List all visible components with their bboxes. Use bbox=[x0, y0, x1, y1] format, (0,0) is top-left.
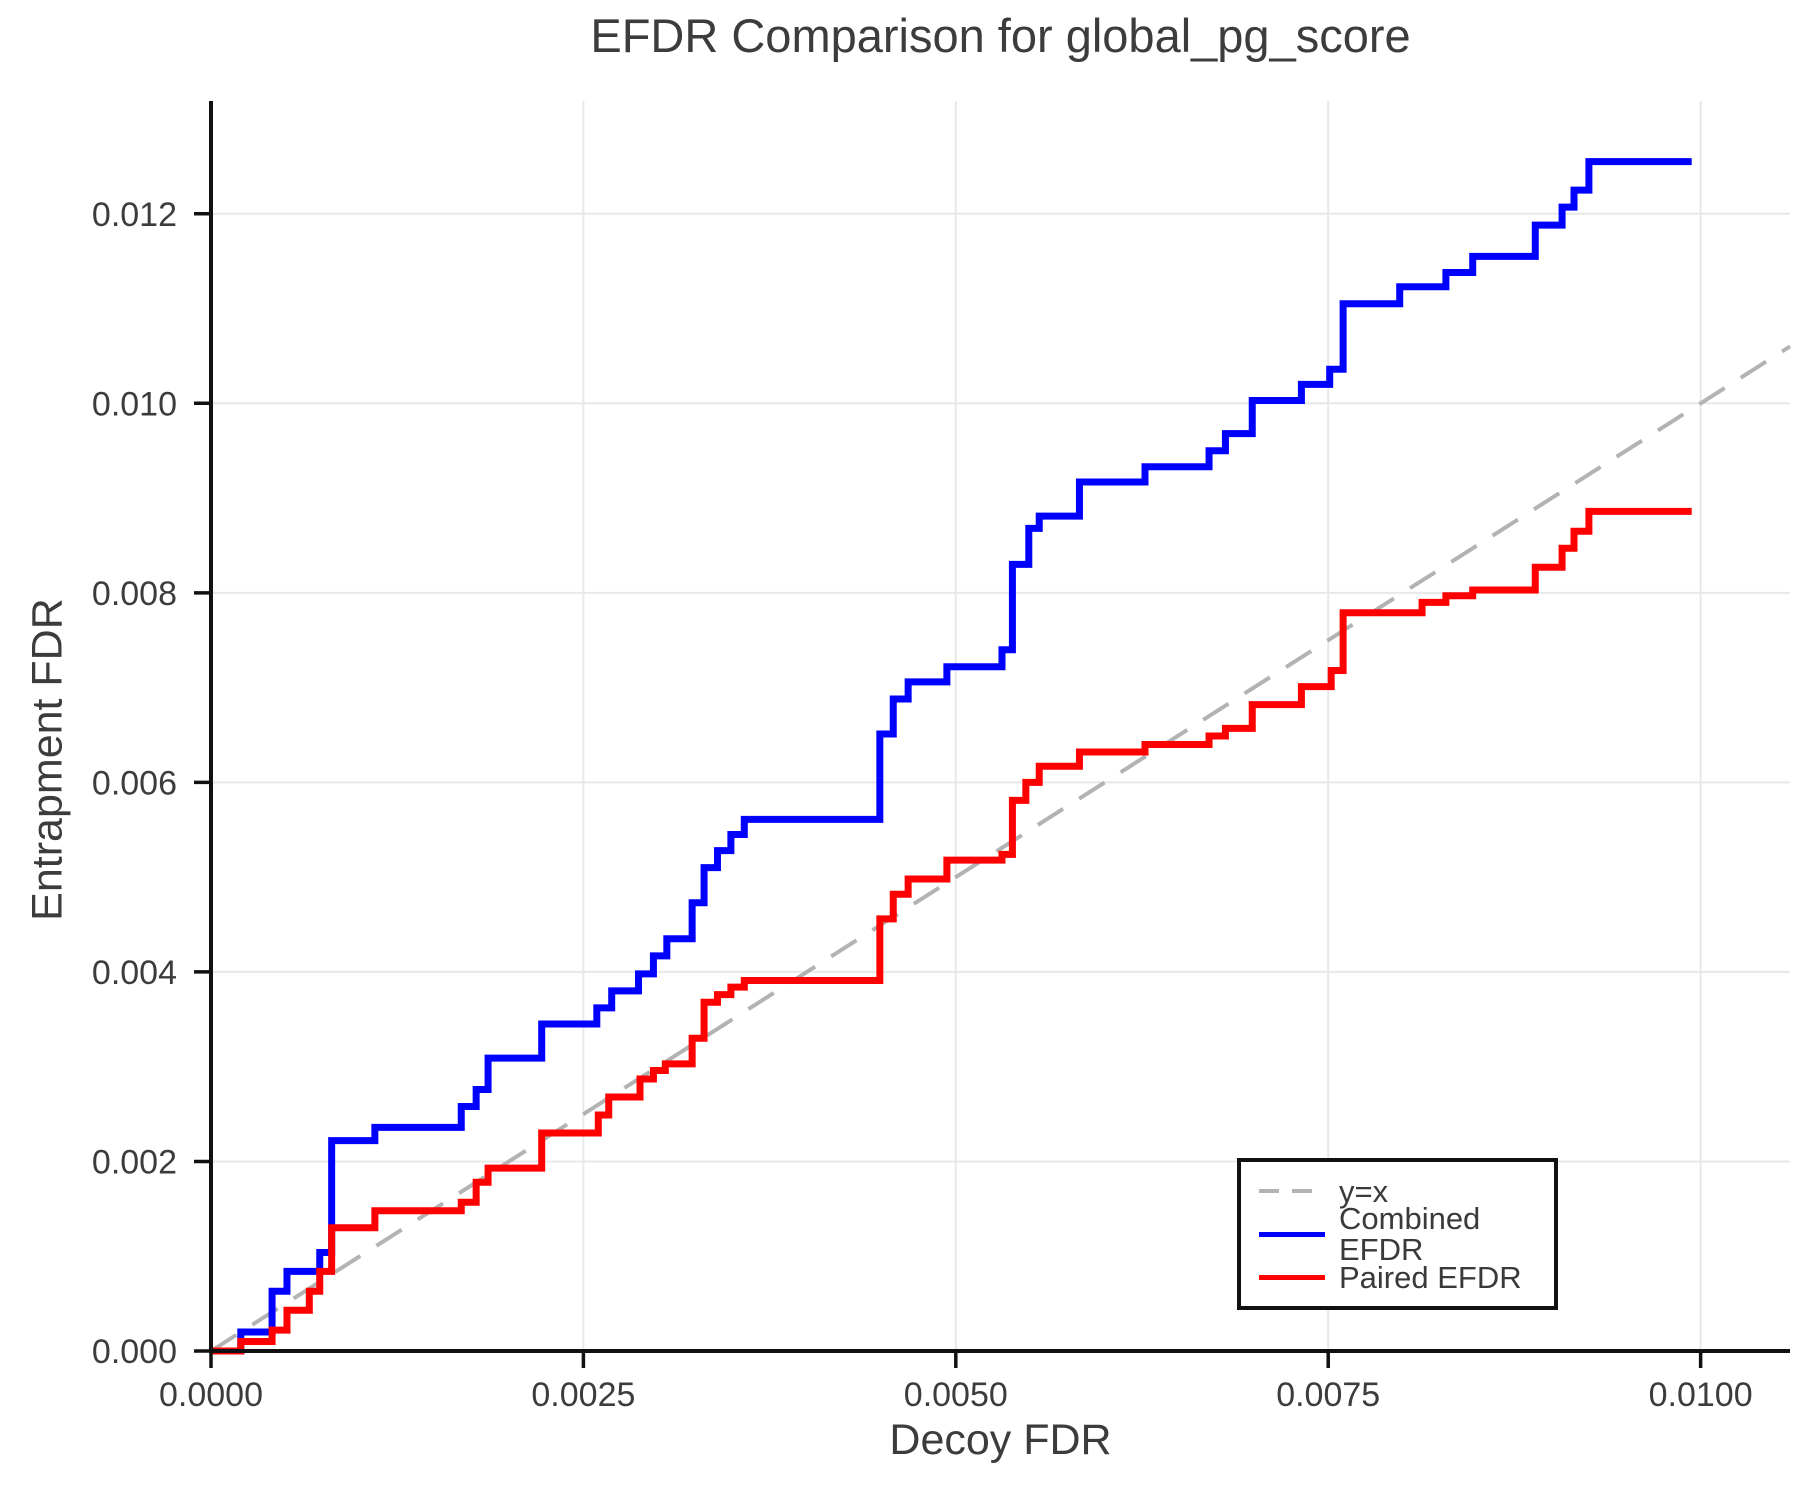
legend-dashed-line-swatch bbox=[1259, 1189, 1325, 1193]
y-tick-label: 0.012 bbox=[92, 196, 177, 234]
y-tick-label: 0.004 bbox=[92, 954, 177, 992]
legend-entry-paired: Paired EFDR bbox=[1259, 1259, 1554, 1295]
legend-red-line-swatch bbox=[1259, 1274, 1325, 1280]
legend-entry-combined: Combined EFDR bbox=[1259, 1203, 1554, 1265]
legend: y=x Combined EFDR Paired EFDR bbox=[1237, 1158, 1558, 1310]
x-tick-label: 0.0075 bbox=[1276, 1376, 1380, 1414]
chart-title: EFDR Comparison for global_pg_score bbox=[590, 9, 1411, 62]
y-tick-label: 0.000 bbox=[92, 1333, 177, 1371]
y-tick-label: 0.010 bbox=[92, 385, 177, 423]
y-axis-label: Entrapment FDR bbox=[23, 598, 72, 921]
x-tick-label: 0.0050 bbox=[904, 1376, 1008, 1414]
legend-label-combined: Combined EFDR bbox=[1339, 1201, 1481, 1267]
legend-entry-yx: y=x bbox=[1259, 1173, 1554, 1209]
y-tick-label: 0.006 bbox=[92, 764, 177, 802]
y-tick-label: 0.008 bbox=[92, 575, 177, 613]
x-tick-label: 0.0000 bbox=[159, 1376, 263, 1414]
legend-label-paired: Paired EFDR bbox=[1339, 1259, 1522, 1295]
step-curve-combined-efdr bbox=[211, 158, 1692, 1355]
step-curve-paired-efdr bbox=[211, 507, 1692, 1355]
legend-blue-line-swatch bbox=[1259, 1231, 1325, 1237]
y-tick-label: 0.002 bbox=[92, 1143, 177, 1181]
x-axis-label: Decoy FDR bbox=[889, 1416, 1112, 1464]
x-tick-label: 0.0100 bbox=[1649, 1376, 1753, 1414]
legend-label-yx: y=x bbox=[1339, 1173, 1389, 1209]
x-tick-label: 0.0025 bbox=[531, 1376, 635, 1414]
